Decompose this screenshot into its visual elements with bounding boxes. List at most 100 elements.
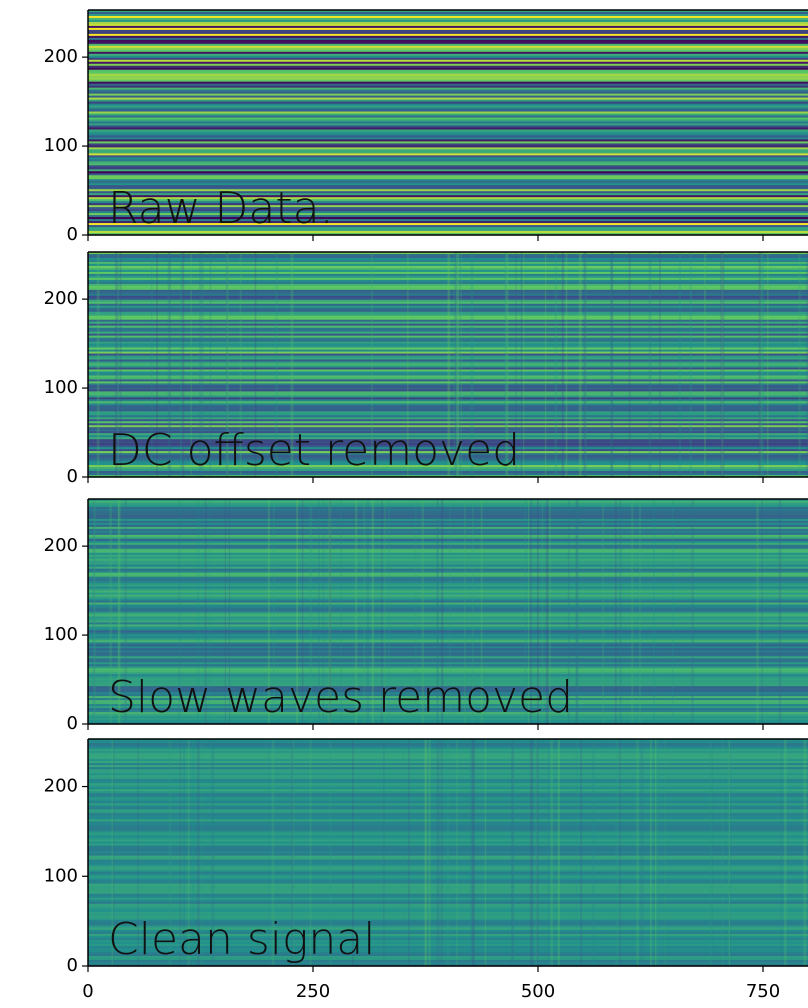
heatmap-noise	[209, 252, 212, 477]
heatmap-noise	[469, 739, 472, 966]
heatmap-noise	[371, 499, 375, 724]
heatmap-row	[88, 327, 808, 331]
heatmap-row	[88, 405, 808, 408]
heatmap	[88, 10, 808, 236]
heatmap-noise	[678, 252, 681, 477]
heatmap	[88, 499, 808, 725]
heatmap-row	[88, 694, 808, 697]
heatmap-row	[88, 181, 808, 184]
heatmap-row	[88, 51, 808, 55]
heatmap-row	[88, 325, 808, 329]
heatmap-row	[88, 139, 808, 143]
heatmap-row	[88, 692, 808, 695]
heatmap-row	[88, 773, 808, 776]
heatmap-row	[88, 175, 808, 178]
heatmap-row	[88, 323, 808, 327]
heatmap-row	[88, 642, 808, 645]
heatmap-row	[88, 21, 808, 25]
heatmap-noise	[758, 252, 761, 477]
heatmap-row	[88, 77, 808, 81]
heatmap-noise	[388, 499, 390, 724]
heatmap-noise	[94, 499, 96, 724]
heatmap-row	[88, 841, 808, 845]
heatmap-row	[88, 399, 808, 402]
heatmap-row	[88, 654, 808, 657]
heatmap-row	[88, 357, 808, 361]
heatmap-noise	[225, 252, 228, 477]
heatmap-row	[88, 923, 808, 927]
heatmap-row	[88, 137, 808, 141]
heatmap-row	[88, 375, 808, 379]
heatmap-row	[88, 574, 808, 578]
heatmap-noise	[272, 499, 275, 724]
heatmap-noise	[167, 252, 171, 477]
heatmap-row	[88, 853, 808, 857]
heatmap-noise	[784, 739, 787, 966]
x-tick-label: 0	[82, 981, 93, 1002]
heatmap-row	[88, 269, 808, 273]
heatmap-noise	[806, 252, 808, 477]
heatmap-row	[88, 207, 808, 210]
heatmap-row	[88, 765, 808, 768]
heatmap-row	[88, 123, 808, 127]
heatmap-row	[88, 957, 808, 961]
heatmap-row	[88, 885, 808, 889]
heatmap-row	[88, 105, 808, 109]
heatmap-noise	[183, 739, 186, 966]
heatmap-row	[88, 159, 808, 162]
heatmap-row	[88, 203, 808, 206]
heatmap-row	[88, 700, 808, 703]
heatmap-row	[88, 546, 808, 550]
heatmap-row	[88, 321, 808, 325]
heatmap-row	[88, 600, 808, 604]
heatmap-noise	[203, 499, 205, 724]
heatmap-row	[88, 179, 808, 182]
heatmap-noise	[565, 252, 568, 477]
heatmap-row	[88, 566, 808, 570]
heatmap-row	[88, 538, 808, 542]
heatmap-row	[88, 141, 808, 145]
heatmap-noise	[619, 499, 622, 724]
heatmap-row	[88, 25, 808, 29]
heatmap-noise	[511, 739, 515, 966]
heatmap-row	[88, 660, 808, 663]
heatmap-noise	[437, 499, 439, 724]
heatmap-noise	[449, 499, 451, 724]
heatmap-row	[88, 612, 808, 616]
heatmap-row	[88, 618, 808, 622]
heatmap-noise	[179, 252, 183, 477]
heatmap-noise	[199, 252, 202, 477]
heatmap-noise	[703, 252, 706, 477]
heatmap-noise	[728, 739, 731, 966]
heatmap-noise	[384, 499, 386, 724]
heatmap-noise	[535, 739, 537, 966]
heatmap-noise	[211, 739, 213, 966]
y-tick-label: 0	[67, 224, 78, 245]
heatmap-noise	[226, 252, 229, 477]
heatmap-row	[88, 267, 808, 271]
heatmap-row	[88, 117, 808, 121]
heatmap-row	[88, 459, 808, 462]
heatmap-row	[88, 457, 808, 460]
heatmap-row	[88, 863, 808, 867]
heatmap-row	[88, 682, 808, 685]
heatmap-noise	[296, 499, 299, 724]
heatmap-row	[88, 805, 808, 808]
heatmap-row	[88, 526, 808, 530]
heatmap-noise	[200, 739, 203, 966]
heatmap-row	[88, 305, 808, 309]
heatmap-row	[88, 201, 808, 204]
heatmap-row	[88, 749, 808, 752]
heatmap-row	[88, 95, 808, 99]
heatmap-row	[88, 271, 808, 275]
heatmap-row	[88, 500, 808, 504]
heatmap-row	[88, 849, 808, 853]
heatmap-row	[88, 473, 808, 476]
heatmap-row	[88, 177, 808, 180]
heatmap-row	[88, 578, 808, 582]
heatmap-row	[88, 560, 808, 564]
heatmap-noise	[664, 739, 666, 966]
heatmap-row	[88, 524, 808, 528]
heatmap-row	[88, 803, 808, 806]
heatmap-row	[88, 403, 808, 406]
